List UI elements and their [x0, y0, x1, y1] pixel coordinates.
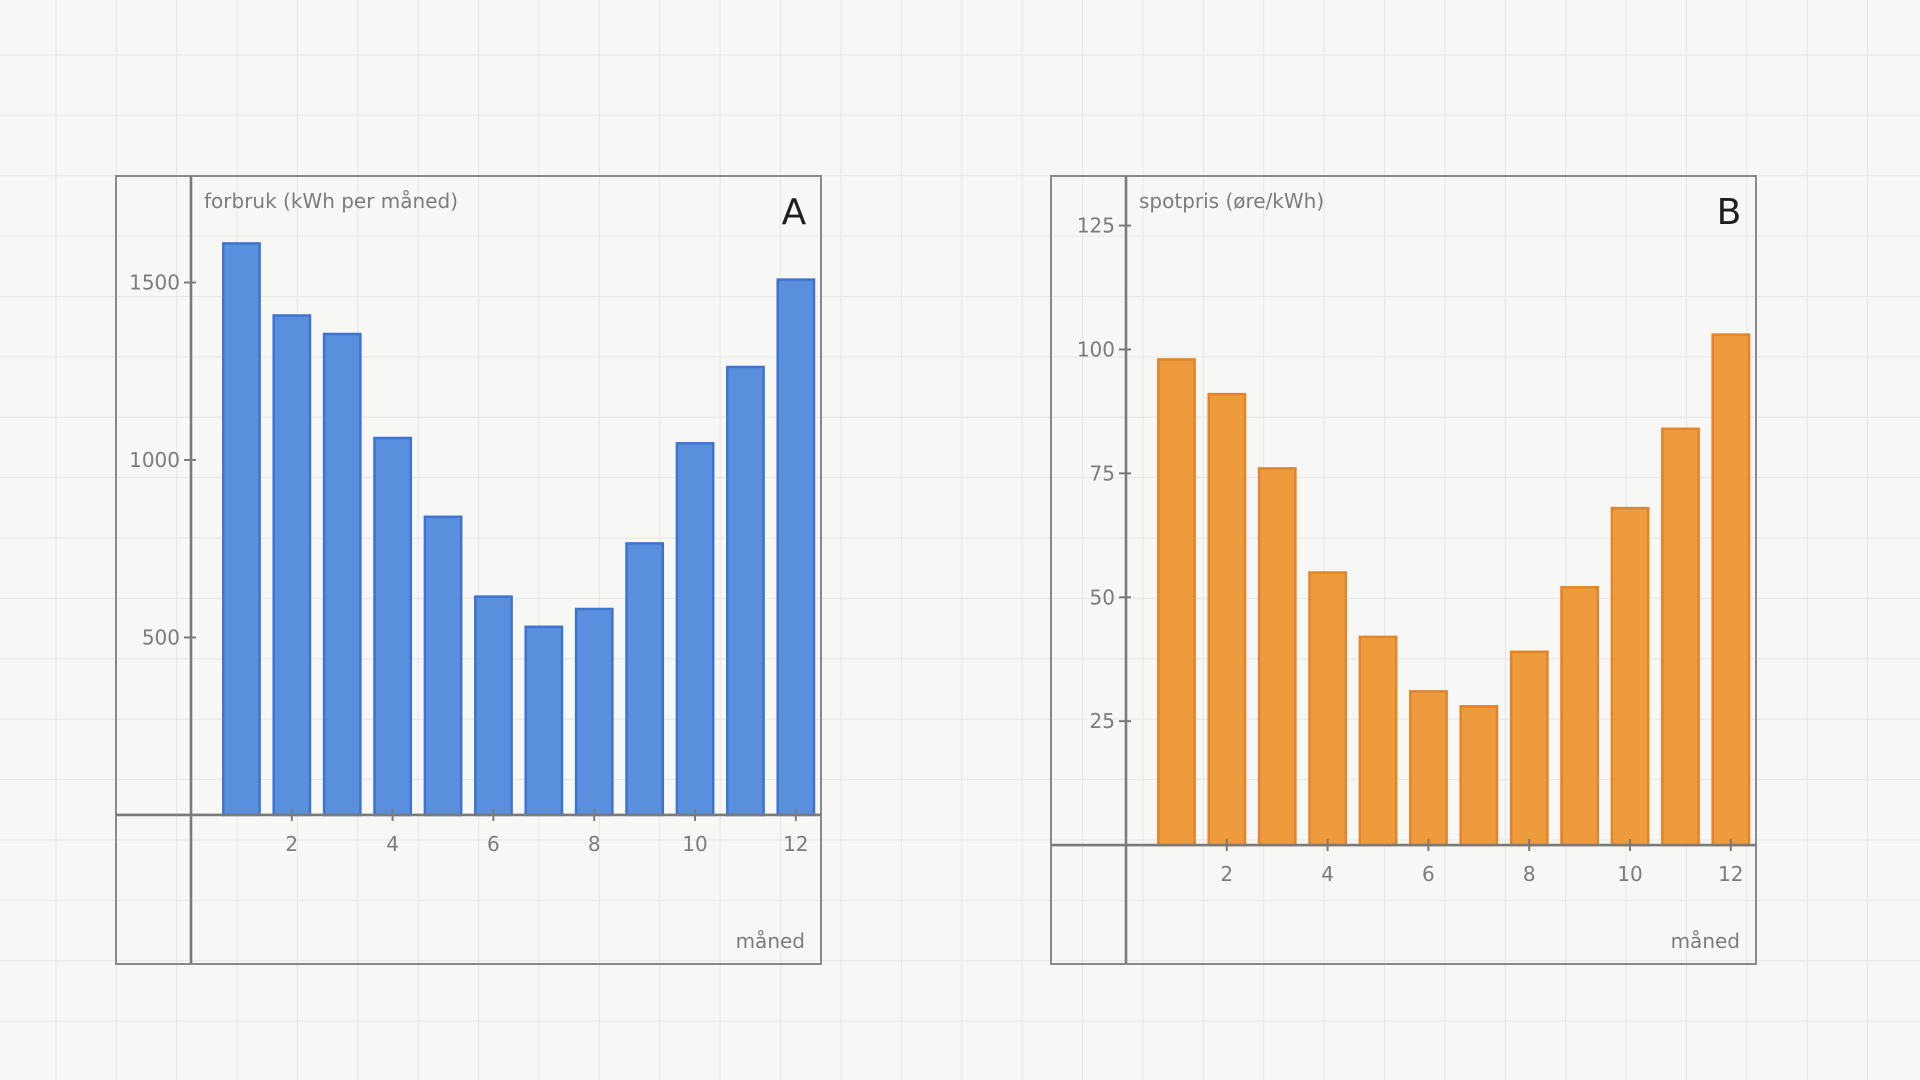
chart-a-x-tick-label-4: 4 — [386, 832, 399, 856]
panel-b: 2 4 6 8 10 12 25 50 75 100 125 spotpris (øre/kWh) må… — [1050, 175, 1757, 965]
chart-b-bar-1 — [1157, 358, 1196, 847]
chart-b-bar-8 — [1509, 650, 1549, 847]
chart-b-x-tick-label-2: 2 — [1220, 862, 1233, 886]
chart-a-y-tick-label-1500: 1500 — [129, 270, 180, 294]
chart-a-y-tick-label-500: 500 — [142, 625, 180, 649]
chart-b-x-axis-label: måned — [1671, 929, 1740, 953]
chart-a-bar-7 — [524, 625, 564, 817]
chart-b-bar-10 — [1610, 506, 1650, 847]
chart-b-bar-7 — [1459, 705, 1499, 847]
chart-b-bar-4 — [1308, 571, 1348, 847]
panel-a: 2 4 6 8 10 12 500 1000 1500 forbruk (kWh per måne… — [115, 175, 822, 965]
chart-a-x-tick-label-8: 8 — [588, 832, 601, 856]
chart-b-y-tick-label-75: 75 — [1090, 461, 1115, 485]
chart-b-y-tick-label-100: 100 — [1077, 337, 1115, 361]
chart-a-y-axis-label: forbruk (kWh per måned) — [204, 189, 458, 213]
chart-a-x-tick-label-12: 12 — [783, 832, 808, 856]
chart-b-bar-9 — [1560, 586, 1600, 847]
chart-a-bar-2 — [272, 314, 312, 817]
chart-a-bar-11 — [726, 365, 765, 817]
chart-b-x-tick-label-12: 12 — [1718, 862, 1743, 886]
chart-a-x-axis-label: måned — [736, 929, 805, 953]
chart-b-x-tick-label-10: 10 — [1617, 862, 1642, 886]
chart-a-bar-6 — [474, 595, 513, 817]
chart-b-bar-6 — [1409, 690, 1448, 847]
chart-b-bar-2 — [1207, 392, 1247, 847]
chart-a-bar-12 — [776, 278, 816, 817]
chart-a-x-tick-label-6: 6 — [487, 832, 500, 856]
chart-b-x-tick-label-4: 4 — [1321, 862, 1334, 886]
chart-b-y-axis-label: spotpris (øre/kWh) — [1139, 189, 1324, 213]
chart-a-frame — [115, 175, 822, 965]
chart-b-bar-11 — [1661, 427, 1700, 847]
chart-a-bar-4 — [373, 436, 413, 817]
chart-a-bar-9 — [625, 542, 665, 817]
chart-b-panel-letter: B — [1717, 192, 1742, 233]
chart-b-y-tick-label-25: 25 — [1090, 709, 1115, 733]
chart-a-bar-5 — [423, 515, 463, 817]
chart-b-bar-5 — [1358, 635, 1398, 847]
chart-a-x-tick-label-10: 10 — [682, 832, 707, 856]
chart-b-y-tick-label-125: 125 — [1077, 214, 1115, 238]
chart-a-bar-1 — [222, 242, 261, 817]
chart-b-frame — [1050, 175, 1757, 965]
chart-a-x-tick-label-2: 2 — [285, 832, 298, 856]
chart-b-x-tick-label-6: 6 — [1422, 862, 1435, 886]
chart-b-y-tick-label-50: 50 — [1090, 585, 1115, 609]
chart-b-bar-12 — [1711, 333, 1751, 847]
chart-a-bar-3 — [322, 332, 362, 817]
chart-a-panel-letter: A — [782, 192, 807, 233]
chart-a-y-tick-label-1000: 1000 — [129, 448, 180, 472]
chart-a-bar-8 — [574, 607, 614, 817]
chart-a-bar-10 — [675, 442, 715, 817]
chart-b-bar-3 — [1257, 467, 1297, 847]
chart-b-x-tick-label-8: 8 — [1523, 862, 1536, 886]
